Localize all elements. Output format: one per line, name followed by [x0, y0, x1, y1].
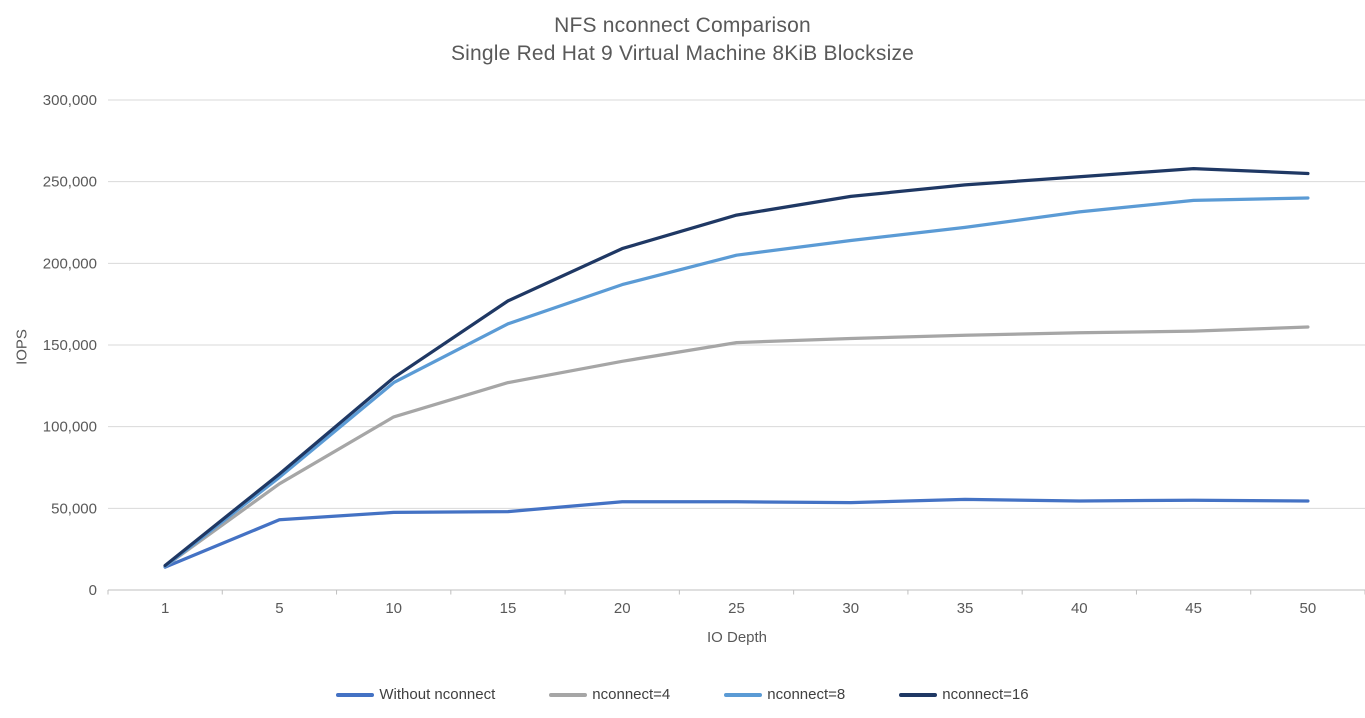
legend-item-nconnect-16: nconnect=16: [899, 686, 1029, 703]
chart-legend: Without nconnect nconnect=4 nconnect=8 ncon…: [0, 686, 1365, 703]
legend-item-nconnect-4: nconnect=4: [549, 686, 670, 703]
legend-label: nconnect=8: [767, 686, 846, 703]
series-line-nconnect-4: [163, 325, 1310, 568]
x-tick-label: 10: [385, 600, 402, 617]
x-tick-label: 45: [1185, 600, 1202, 617]
series-line-nconnect-16: [163, 166, 1310, 568]
y-tick-label: 50,000: [51, 500, 97, 517]
x-tick-label: 35: [957, 600, 974, 617]
legend-line-swatch: [724, 692, 763, 697]
series-line-nconnect-8: [163, 196, 1310, 568]
y-tick-label: 0: [89, 582, 97, 599]
series-line-without-nconnect: [163, 497, 1310, 569]
x-tick-label: 1: [161, 600, 169, 617]
y-axis-title: IOPS: [13, 329, 31, 365]
legend-item-nconnect-8: nconnect=8: [724, 686, 845, 703]
legend-label: nconnect=16: [942, 686, 1029, 703]
x-tick-label: 30: [842, 600, 859, 617]
y-tick-label: 300,000: [43, 92, 97, 109]
x-tick-label: 40: [1071, 600, 1088, 617]
chart-title-line2: Single Red Hat 9 Virtual Machine 8KiB Bl…: [450, 42, 915, 65]
legend-label: Without nconnect: [379, 686, 496, 703]
legend-label: nconnect=4: [592, 686, 671, 703]
x-axis-title: IO Depth: [706, 629, 768, 646]
chart-canvas: 0 50,000 100,000 150,000 200,000 250,000 300,0…: [43, 92, 1365, 617]
legend-line-swatch: [899, 692, 938, 697]
y-tick-label: 100,000: [43, 419, 97, 436]
y-tick-label: 150,000: [43, 337, 97, 354]
chart-title-line1: NFS nconnect Comparison: [554, 14, 811, 37]
x-tick-label: 20: [614, 600, 631, 617]
x-tick-label: 5: [275, 600, 283, 617]
legend-line-swatch: [549, 692, 588, 697]
x-tick-label: 50: [1300, 600, 1317, 617]
x-tick-label: 25: [728, 600, 745, 617]
chart-title: NFS nconnect Comparison Single Red Hat 9…: [0, 12, 1365, 68]
legend-item-without-nconnect: Without nconnect: [336, 686, 495, 703]
y-tick-label: 200,000: [43, 255, 97, 272]
y-tick-label: 250,000: [43, 174, 97, 191]
legend-line-swatch: [336, 692, 375, 697]
x-tick-label: 15: [500, 600, 517, 617]
